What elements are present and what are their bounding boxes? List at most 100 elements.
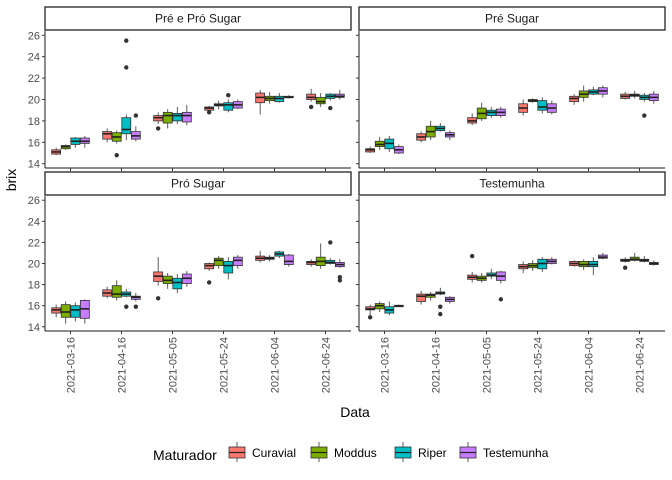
box-body	[537, 100, 548, 111]
outlier-point	[337, 275, 343, 280]
box	[153, 257, 164, 301]
panel-pre-e-pro-sugar: Pré e Pró Sugar 14 16 18 20 22 24 26	[28, 6, 352, 171]
outlier-point	[124, 38, 129, 43]
box	[495, 106, 506, 118]
outlier-point	[206, 280, 212, 285]
box-body	[232, 256, 243, 267]
box	[639, 93, 650, 118]
box-body	[60, 304, 71, 318]
legend-entry-curavial: Curavial	[228, 442, 296, 462]
outlier-point	[438, 304, 443, 309]
box	[629, 252, 640, 262]
box	[315, 93, 326, 107]
box	[597, 252, 608, 260]
box	[213, 256, 224, 269]
box	[172, 106, 183, 125]
box	[306, 259, 317, 267]
box-body	[315, 96, 326, 105]
box-body	[111, 285, 122, 298]
y-tick-label: 26	[28, 195, 40, 207]
facet-strip	[44, 6, 352, 31]
y-axis-title: brix	[3, 169, 19, 192]
box	[569, 94, 580, 105]
box	[79, 135, 90, 148]
box	[416, 131, 427, 143]
panel-pre-sugar: Pré Sugar	[356, 6, 666, 171]
x-tick-label: 2021-06-24	[321, 337, 333, 393]
facet-strip-label: Testemunha	[479, 177, 545, 191]
box	[325, 93, 336, 111]
box	[374, 301, 385, 313]
outlier-point	[226, 93, 231, 98]
box-body	[283, 254, 294, 265]
box-body	[181, 111, 192, 123]
box	[51, 147, 62, 156]
y-tick-label: 22	[28, 73, 40, 85]
facet-strip-label: Pré e Pró Sugar	[155, 12, 241, 26]
box	[111, 280, 122, 301]
box	[315, 243, 326, 269]
box	[70, 302, 81, 322]
box	[306, 88, 317, 110]
box	[486, 268, 497, 280]
facet-strip	[358, 171, 666, 196]
series-testemunha	[393, 252, 659, 308]
y-axis-title-layer: brix	[3, 169, 19, 192]
box	[467, 113, 478, 126]
x-axis-title: Data	[340, 404, 370, 420]
x-tick-label: 2021-04-16	[431, 337, 443, 393]
box-body	[223, 260, 234, 274]
outlier-point	[328, 240, 333, 245]
x-tick-label: 2021-05-24	[533, 337, 545, 393]
x-tick-label: 2021-04-16	[117, 337, 129, 393]
box	[467, 253, 478, 283]
box	[204, 262, 215, 285]
box-body	[416, 293, 427, 302]
box	[255, 89, 266, 115]
facet-strip	[44, 171, 352, 196]
box	[435, 287, 446, 317]
box	[232, 255, 243, 269]
series-curavial	[365, 253, 631, 320]
box	[325, 240, 336, 265]
legend-label: Testemunha	[483, 446, 549, 460]
outlier-point	[155, 126, 161, 131]
box	[578, 85, 589, 102]
box	[130, 113, 141, 142]
x-tick-label: 2021-06-04	[270, 337, 282, 393]
x-tick-label: 2021-03-16	[380, 337, 392, 393]
box	[476, 102, 487, 121]
box	[569, 260, 580, 267]
box	[111, 130, 122, 158]
box	[79, 299, 90, 324]
outlier-point	[124, 304, 129, 309]
box	[486, 106, 497, 118]
y-tick-label: 24	[28, 52, 40, 64]
box	[334, 89, 345, 100]
box	[393, 304, 404, 308]
series-moddus	[60, 92, 326, 158]
series-curavial	[51, 88, 317, 156]
box	[153, 112, 164, 131]
box	[181, 104, 192, 126]
box	[425, 291, 436, 301]
box	[204, 105, 215, 115]
box	[255, 250, 266, 263]
box	[60, 144, 71, 150]
y-tick-label: 16	[28, 137, 40, 149]
series-testemunha	[393, 85, 659, 155]
series-testemunha	[79, 254, 345, 324]
x-tick-label: 2021-06-24	[635, 337, 647, 393]
x-tick-label: 2021-03-16	[66, 337, 78, 393]
box	[476, 272, 487, 283]
y-tick-label: 18	[28, 280, 40, 292]
box	[274, 250, 285, 259]
box	[588, 257, 599, 276]
box	[181, 270, 192, 287]
series-curavial	[365, 92, 631, 154]
box	[629, 90, 640, 99]
outlier-point	[133, 304, 139, 309]
box	[425, 120, 436, 141]
outlier-point	[328, 105, 333, 111]
facet-strip-label: Pré Sugar	[485, 12, 539, 26]
